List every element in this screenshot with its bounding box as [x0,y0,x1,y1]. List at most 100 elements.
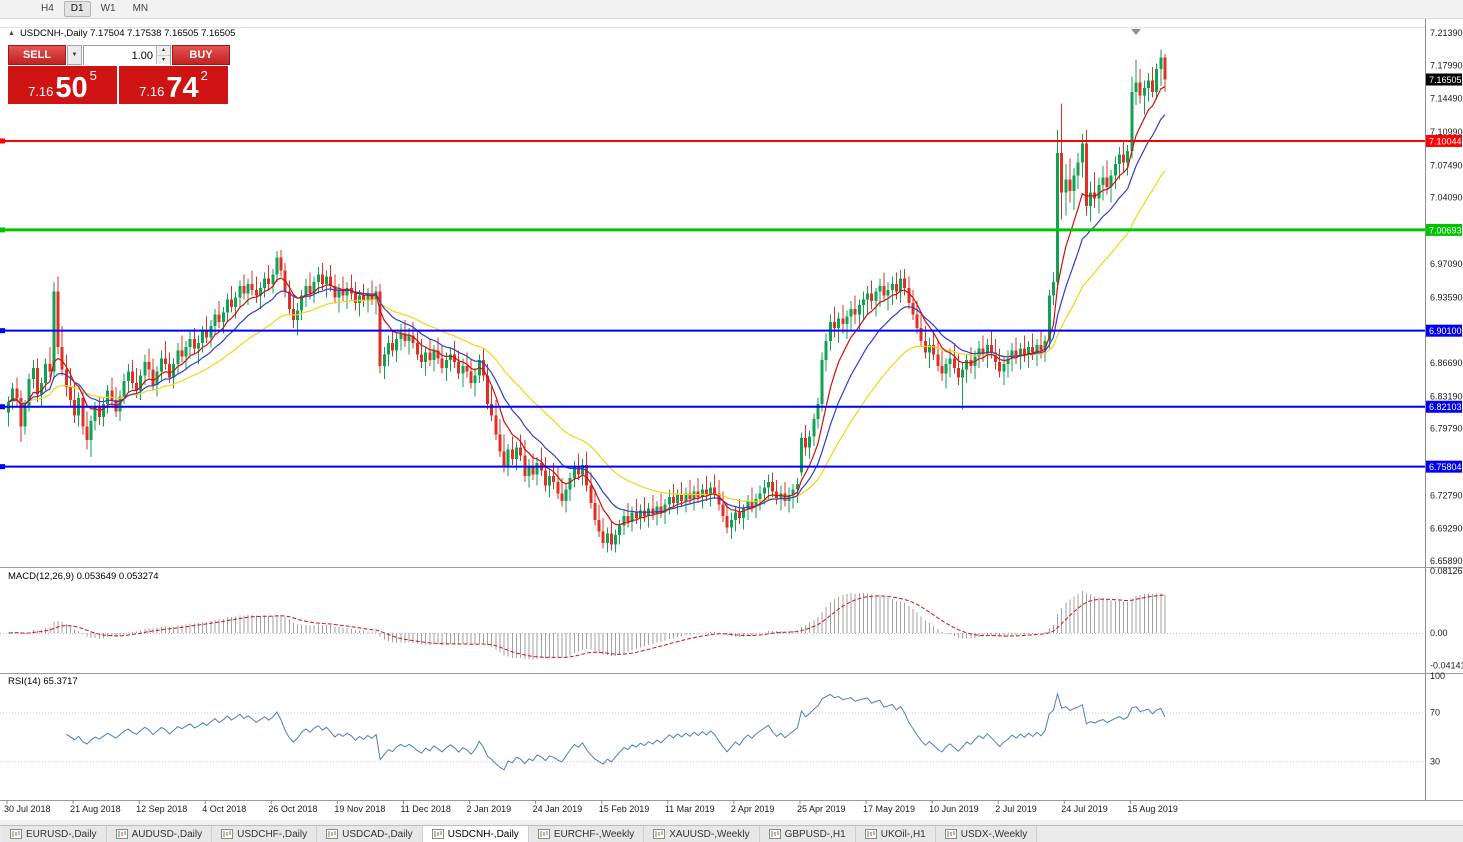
sell-price-box[interactable]: 7.16 50 5 [8,66,117,104]
ask-big-digits: 74 [166,72,199,105]
date-label: 11 Mar 2019 [665,804,715,814]
date-label: 30 Jul 2018 [4,804,51,814]
macd-indicator-label: MACD(12,26,9) 0.053649 0.053274 [8,571,159,582]
hline-handle[interactable] [0,227,5,233]
trade-options-dropdown[interactable]: ▼ [67,45,82,65]
price-chip-7.10044: 7.10044 [1426,134,1462,147]
price-tick: 6.86690 [1430,358,1463,368]
mini-chart-icon [944,829,957,839]
tab-label: UKOil-,H1 [880,828,926,840]
chart-shift-marker[interactable] [1131,29,1141,35]
bottom-strip [0,820,1463,825]
price-tick: 7.14490 [1430,94,1463,104]
ma-slow-line[interactable] [8,170,1166,503]
mini-chart-icon [115,829,128,839]
date-label: 12 Sep 2018 [136,804,187,814]
date-label: 10 Jun 2019 [929,804,979,814]
date-label: 15 Feb 2019 [599,804,650,814]
date-label: 24 Jan 2019 [533,804,583,814]
timeframe-mn[interactable]: MN [132,3,149,14]
volume-input[interactable] [84,47,170,65]
price-chip-6.75804: 6.75804 [1426,460,1462,473]
timeframe-h4[interactable]: H4 [41,3,54,14]
collapse-trade-panel-icon[interactable]: ▲ [8,30,15,37]
tab-label: EURUSD-,Daily [26,828,97,840]
rsi-line [66,691,1166,771]
volume-decrease-button[interactable]: ▾ [161,56,165,63]
price-tick: 7.04090 [1430,193,1463,203]
volume-field-wrap: ▴ ▾ [83,45,171,65]
volume-increase-button[interactable]: ▴ [157,46,170,56]
macd-histogram [12,590,1166,660]
rsi-tick: 70 [1430,708,1440,718]
mini-chart-icon [221,829,234,839]
tab-label: EURCHF-,Weekly [553,828,635,840]
date-label: 24 Jul 2019 [1061,804,1108,814]
sell-button[interactable]: SELL [8,45,66,65]
price-tick: 7.21390 [1430,28,1463,38]
price-tick: 6.79790 [1430,424,1463,434]
volume-spinner: ▴ ▾ [156,46,170,64]
mini-chart-icon [537,829,550,839]
price-chip-6.82103: 6.82103 [1426,400,1462,413]
chart-tabs-bar: EURUSD-,Daily AUDUSD-,Daily USDCHF-,Daily U… [0,825,1463,842]
date-label: 15 Aug 2019 [1127,804,1178,814]
date-label: 21 Aug 2018 [70,804,121,814]
date-label: 4 Oct 2018 [202,804,246,814]
hline-handle[interactable] [0,404,5,410]
tab-usdx-weekly[interactable]: USDX-,Weekly [935,826,1038,842]
timeframe-w1[interactable]: W1 [100,3,116,14]
tab-gbpusd-h1[interactable]: GBPUSD-,H1 [759,826,856,842]
bid-prefix: 7.16 [28,84,54,99]
price-tick: 7.10990 [1430,127,1463,137]
tab-eurusd-daily[interactable]: EURUSD-,Daily [1,826,107,842]
price-tick: 6.83190 [1430,391,1463,401]
ma-fast-line[interactable] [8,86,1166,526]
chip-text: 7.16505 [1429,75,1462,85]
mini-chart-icon [326,829,339,839]
macd-tick: -0.041412 [1430,660,1463,670]
buy-button[interactable]: BUY [172,45,230,65]
mini-chart-icon [864,829,877,839]
buy-price-box[interactable]: 7.16 74 2 [119,66,228,104]
mini-chart-icon [431,829,444,839]
hline-handle[interactable] [0,464,5,470]
date-label: 11 Dec 2018 [400,804,450,814]
tab-usdcnh-daily[interactable]: USDCNH-,Daily [422,826,529,842]
tab-ukoil-h1[interactable]: UKOil-,H1 [855,826,936,842]
tab-usdchf-daily[interactable]: USDCHF-,Daily [212,826,318,842]
date-label: 25 Apr 2019 [797,804,846,814]
chip-text: 6.75804 [1429,462,1462,472]
tab-xauusd-weekly[interactable]: XAUUSD-,Weekly [644,826,760,842]
date-label: 2 Jul 2019 [995,804,1037,814]
price-tick: 6.65890 [1430,556,1463,566]
date-label: 2 Jan 2019 [467,804,512,814]
date-label: 17 May 2019 [863,804,915,814]
mini-chart-icon [653,829,666,839]
tab-usdcad-daily[interactable]: USDCAD-,Daily [317,826,423,842]
mini-chart-icon [768,829,781,839]
price-tick: 6.93590 [1430,292,1463,302]
ask-pip-digit: 2 [200,68,208,83]
timeframe-d1[interactable]: D1 [63,1,91,17]
tab-audusd-daily[interactable]: AUDUSD-,Daily [106,826,213,842]
ask-prefix: 7.16 [139,84,165,99]
chip-text: 6.90100 [1429,326,1462,336]
hline-handle[interactable] [0,138,5,144]
tab-label: USDX-,Weekly [960,828,1028,840]
bid-big-digits: 50 [55,72,88,105]
hline-handle[interactable] [0,328,5,334]
horizontal-level-lines [0,138,1425,470]
macd-tick: 0.00 [1430,628,1448,638]
one-click-trading-panel: SELL ▼ ▴ ▾ BUY 7.16 50 5 7.16 74 [8,45,230,104]
price-axis-labels: 7.21390 7.17990 7.14490 7.10990 7.07490 7.040… [1430,28,1463,566]
tab-label: USDCNH-,Daily [447,828,519,840]
macd-signal-line [8,594,1165,658]
time-axis: 30 Jul 2018 21 Aug 2018 12 Sep 2018 4 Oct 2… [4,800,1178,814]
price-chip-7.00693: 7.00693 [1426,223,1462,236]
price-tick: 6.69290 [1430,524,1463,534]
ma-mid-line[interactable] [8,114,1166,514]
tab-eurchf-weekly[interactable]: EURCHF-,Weekly [528,826,645,842]
macd-tick: 0.081265 [1430,566,1463,576]
